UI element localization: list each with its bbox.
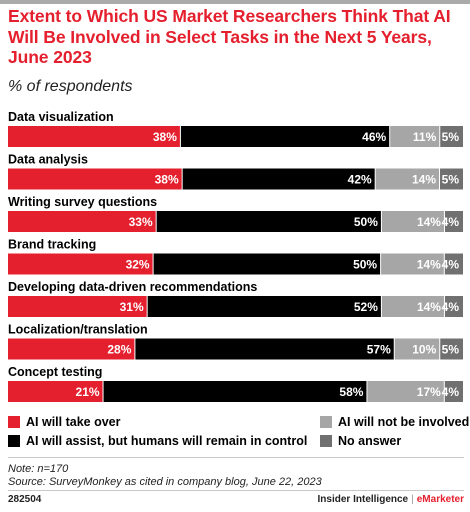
data-label: 5% xyxy=(442,343,460,357)
divider-top xyxy=(8,457,464,458)
data-label: 52% xyxy=(354,300,378,314)
legend-label-takeover: AI will take over xyxy=(26,415,121,429)
data-label: 32% xyxy=(126,258,150,272)
divider-bottom xyxy=(8,490,464,491)
bar-segment-ai-will-not-be-involved xyxy=(367,381,444,402)
bar-segment-ai-will-assist-but-humans-will-remain-in-control xyxy=(103,381,367,402)
source-text: Source: SurveyMonkey as cited in company… xyxy=(8,475,322,488)
bar-segment-ai-will-assist-but-humans-will-remain-in-control xyxy=(182,168,375,190)
data-label: 46% xyxy=(362,130,386,144)
top-rule xyxy=(0,0,470,4)
bar-segment-no-answer xyxy=(444,253,463,275)
data-label: 4% xyxy=(442,215,460,229)
data-label: 21% xyxy=(76,385,100,399)
data-label: 14% xyxy=(417,258,441,272)
data-label: 11% xyxy=(413,130,437,144)
brand-separator: | xyxy=(411,494,414,505)
bar-segment-ai-will-take-over xyxy=(8,381,103,402)
bar-segment-ai-will-not-be-involved xyxy=(381,253,444,275)
data-label: 42% xyxy=(348,173,372,187)
bar-segment-no-answer xyxy=(440,168,463,190)
bar-segment-ai-will-assist-but-humans-will-remain-in-control xyxy=(180,126,390,147)
legend-label-not-involved: AI will not be involved xyxy=(338,415,470,429)
bar-row-data-analysis: Data analysis 38% 42% 14% 5% xyxy=(8,153,463,190)
legend-swatch-takeover xyxy=(8,416,20,428)
bar-segment-ai-will-assist-but-humans-will-remain-in-control xyxy=(153,253,381,275)
category-label: Brand tracking xyxy=(8,238,96,252)
legend-swatch-assist xyxy=(8,435,20,447)
legend-swatch-no-answer xyxy=(320,435,332,447)
brand-emarketer: eMarketer xyxy=(416,494,464,505)
data-label: 17% xyxy=(417,385,441,399)
data-label: 38% xyxy=(153,130,177,144)
note-text: Note: n=170 xyxy=(8,463,69,475)
source-note: Note: n=170 Source: SurveyMonkey as cite… xyxy=(8,463,322,488)
bar-row-localization-translation: Localization/translation 28% 57% 10% 5% xyxy=(8,323,463,360)
bar-segment-ai-will-assist-but-humans-will-remain-in-control xyxy=(147,296,381,317)
legend-label-assist: AI will assist, but humans will remain i… xyxy=(26,434,308,448)
data-label: 58% xyxy=(339,385,363,399)
bar-segment-ai-will-take-over xyxy=(8,211,156,232)
bar-segment-ai-will-take-over xyxy=(8,126,180,147)
bar-segment-ai-will-assist-but-humans-will-remain-in-control xyxy=(156,211,381,232)
bar-row-brand-tracking: Brand tracking 32% 50% 14% 4% xyxy=(8,238,463,275)
bar-segment-ai-will-take-over xyxy=(8,296,147,317)
chart-subtitle: % of respondents xyxy=(8,78,133,95)
bar-segment-no-answer xyxy=(444,381,463,402)
data-label: 4% xyxy=(442,385,460,399)
data-label: 50% xyxy=(353,258,377,272)
legend-item-no-answer: No answer xyxy=(320,433,401,449)
legend-item-takeover: AI will take over xyxy=(8,414,120,430)
data-label: 14% xyxy=(412,173,436,187)
data-label: 38% xyxy=(155,173,179,187)
category-label: Data analysis xyxy=(8,153,88,167)
chart-id: 282504 xyxy=(8,494,42,505)
data-label: 5% xyxy=(442,130,460,144)
category-label: Data visualization xyxy=(8,110,114,124)
data-label: 28% xyxy=(107,343,131,357)
bar-segment-ai-will-not-be-involved xyxy=(394,338,440,360)
bar-segment-ai-will-not-be-involved xyxy=(381,296,444,317)
data-label: 4% xyxy=(442,300,460,314)
chart-title: Extent to Which US Market Researchers Th… xyxy=(8,6,451,67)
data-label: 4% xyxy=(442,258,460,272)
bar-segment-ai-will-assist-but-humans-will-remain-in-control xyxy=(135,338,394,360)
legend-swatch-not-involved xyxy=(320,416,332,428)
category-label: Writing survey questions xyxy=(8,195,157,209)
bar-segment-ai-will-take-over xyxy=(8,168,182,190)
category-label: Localization/translation xyxy=(8,323,148,337)
legend-label-no-answer: No answer xyxy=(338,434,402,448)
legend-item-not-involved: AI will not be involved xyxy=(320,414,469,430)
bar-segment-ai-will-not-be-involved xyxy=(375,168,440,190)
brand-name: Insider Intelligence xyxy=(317,494,409,505)
bar-segment-ai-will-take-over xyxy=(8,253,153,275)
data-label: 50% xyxy=(354,215,378,229)
bar-segment-no-answer xyxy=(444,211,463,232)
data-label: 10% xyxy=(412,343,436,357)
bar-row-writing-survey-questions: Writing survey questions 33% 50% 14% 4% xyxy=(8,195,463,232)
data-label: 14% xyxy=(417,215,441,229)
bar-segment-no-answer xyxy=(440,338,463,360)
bar-segment-ai-will-not-be-involved xyxy=(390,126,440,147)
bar-segment-no-answer xyxy=(440,126,463,147)
bar-row-developing-data-driven-recommendations: Developing data-driven recommendations 31… xyxy=(8,280,463,317)
data-label: 5% xyxy=(442,173,460,187)
bar-row-concept-testing: Concept testing 21% 58% 17% 4% xyxy=(8,365,463,402)
bar-segment-ai-will-not-be-involved xyxy=(381,211,444,232)
bar-row-data-visualization: Data visualization 38% 46% 11% 5% xyxy=(8,110,463,147)
data-label: 14% xyxy=(417,300,441,314)
category-label: Concept testing xyxy=(8,365,102,379)
data-label: 31% xyxy=(120,300,144,314)
footer-brand: Insider Intelligence | eMarketer xyxy=(318,494,464,505)
data-label: 57% xyxy=(367,343,391,357)
category-label: Developing data-driven recommendations xyxy=(8,280,257,294)
bar-segment-no-answer xyxy=(444,296,463,317)
bar-segment-ai-will-take-over xyxy=(8,338,135,360)
data-label: 33% xyxy=(129,215,153,229)
legend-item-assist: AI will assist, but humans will remain i… xyxy=(8,433,307,449)
